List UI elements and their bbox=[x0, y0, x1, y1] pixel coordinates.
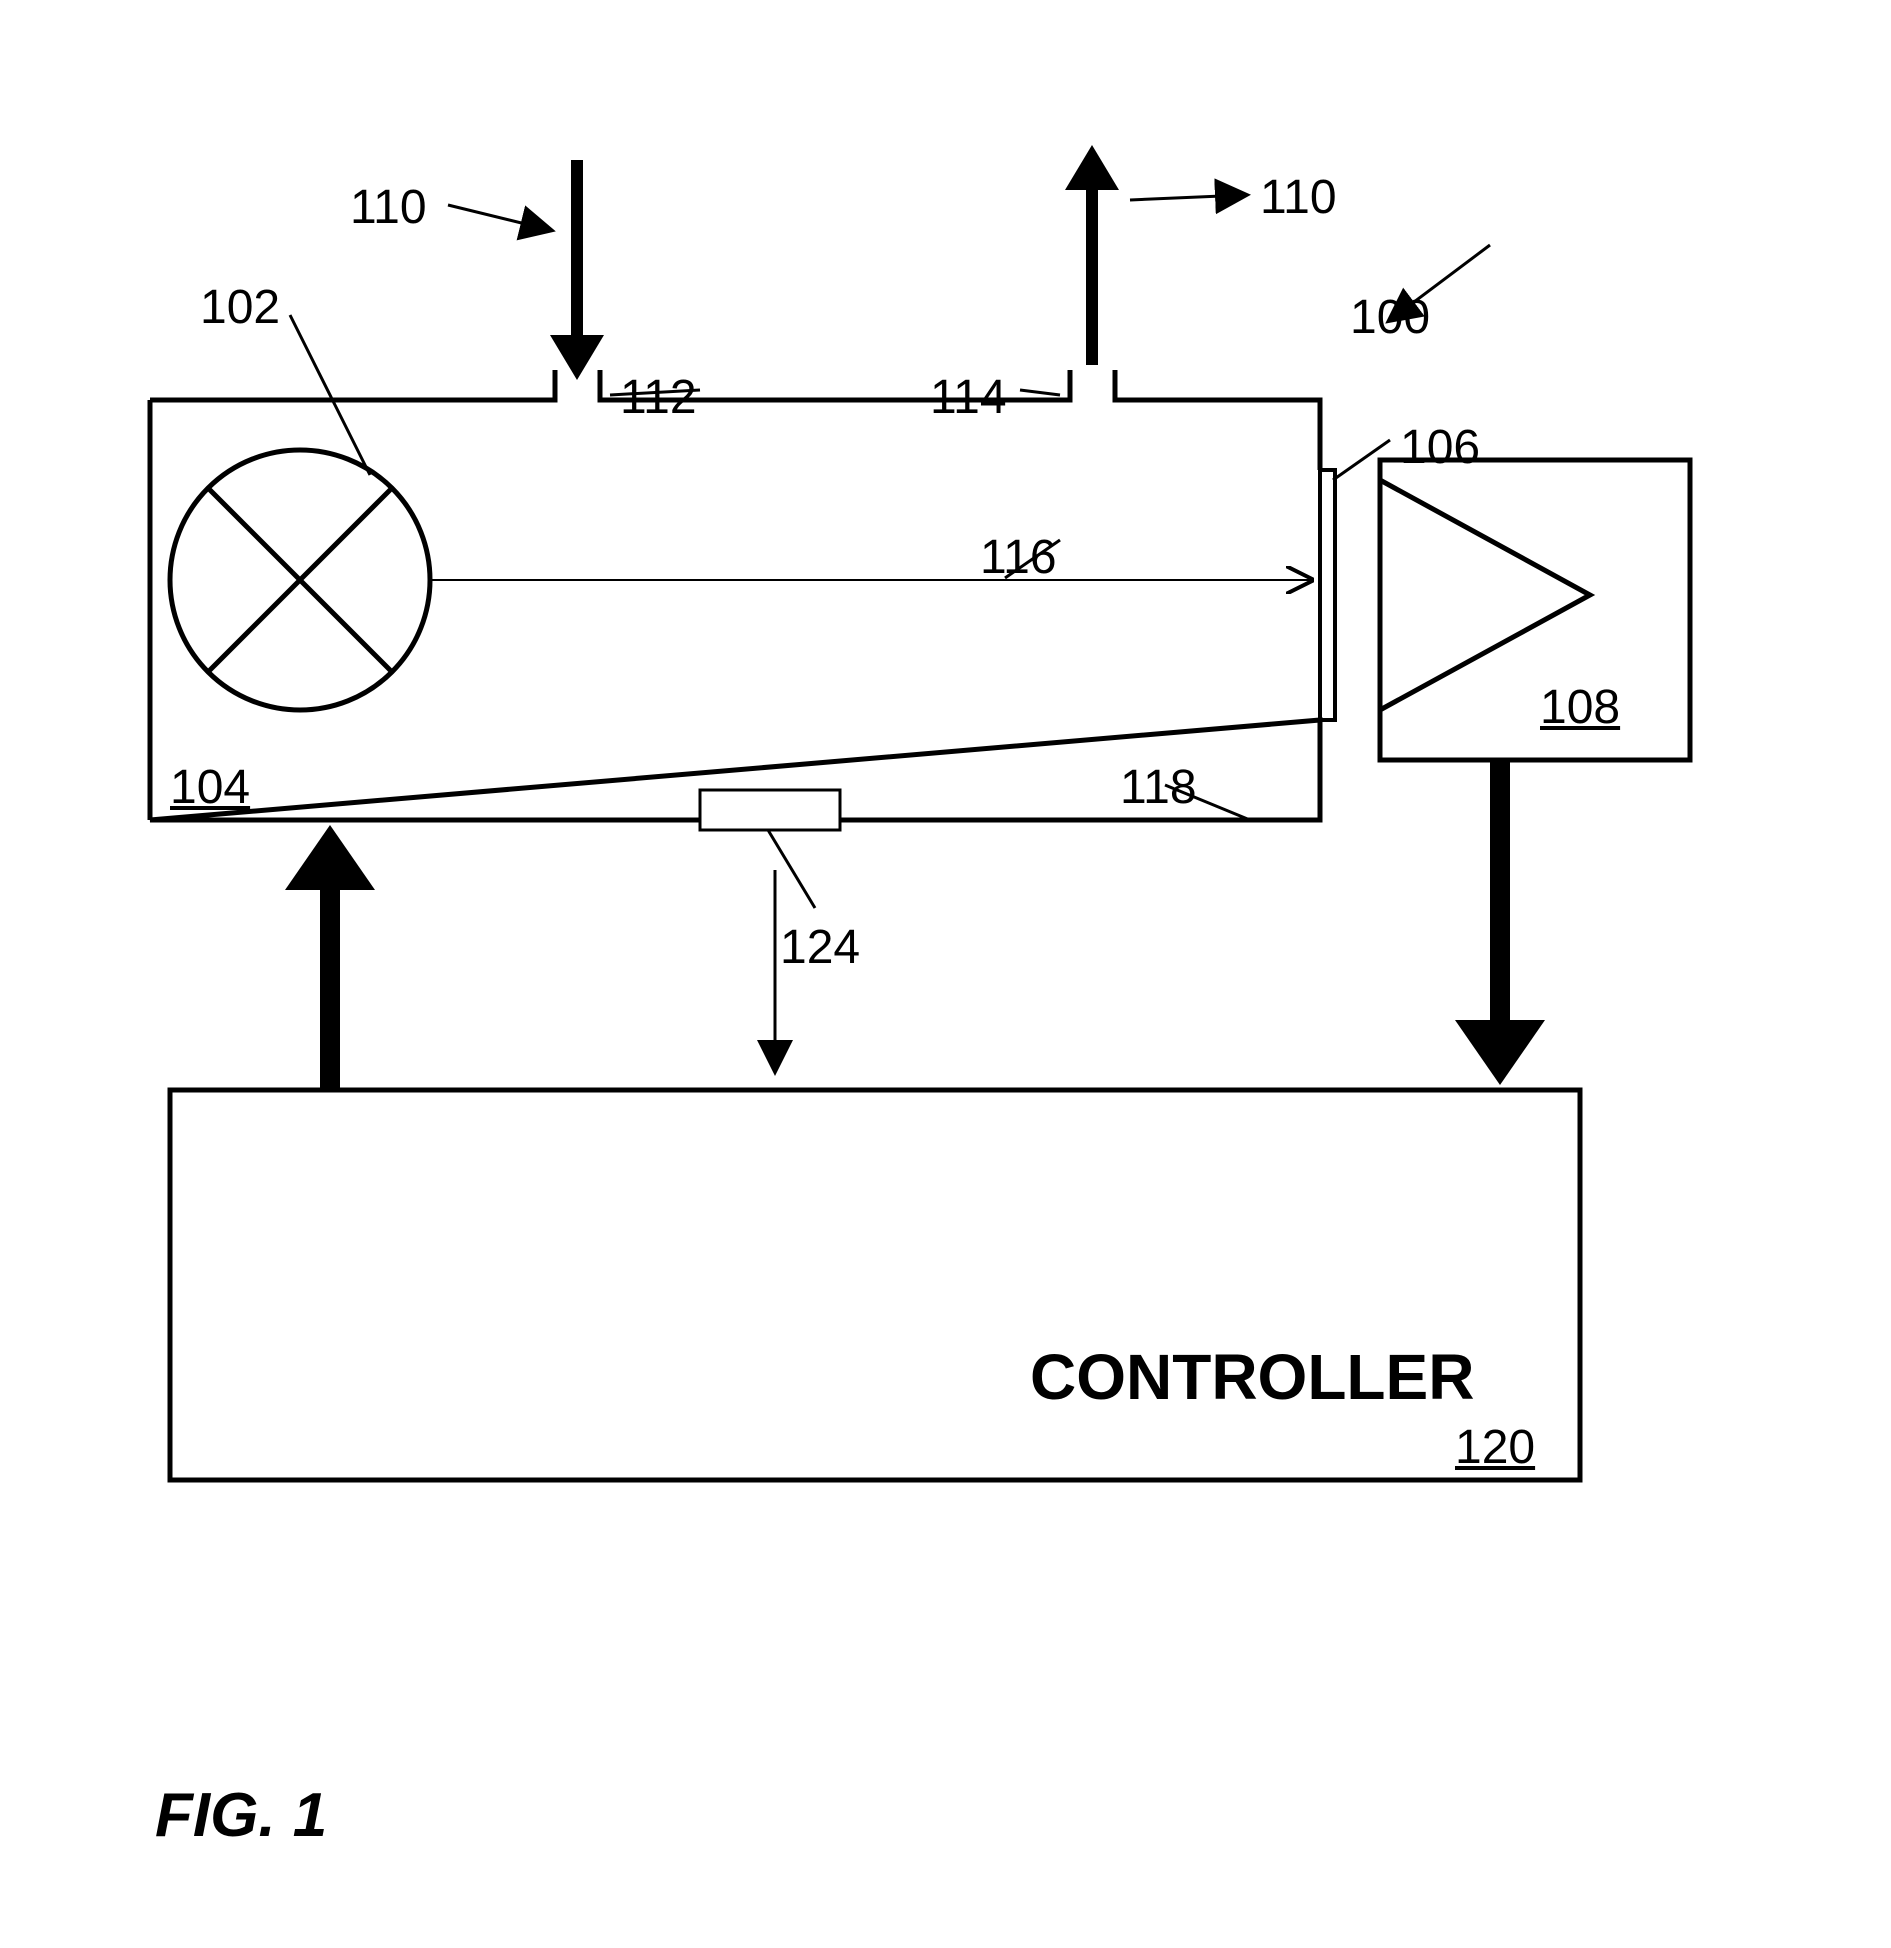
ref-100: 100 bbox=[1350, 290, 1430, 345]
ref-116: 116 bbox=[980, 530, 1057, 585]
ref-108: 108 bbox=[1540, 680, 1620, 735]
leader-110-left bbox=[448, 205, 550, 230]
ref-124: 124 bbox=[780, 920, 860, 975]
diagram-svg bbox=[0, 0, 1891, 1948]
leader-114 bbox=[1020, 390, 1060, 395]
ref-120: 120 bbox=[1455, 1420, 1535, 1475]
diagram-canvas: 110 110 102 100 112 114 106 116 108 104 … bbox=[0, 0, 1891, 1948]
ref-102: 102 bbox=[200, 280, 280, 335]
ref-114: 114 bbox=[930, 370, 1007, 425]
ref-110-right: 110 bbox=[1260, 170, 1337, 225]
ref-112: 112 bbox=[620, 370, 697, 425]
sensor-rect bbox=[700, 790, 840, 830]
chamber-outline bbox=[150, 370, 1320, 820]
controller-box bbox=[170, 1090, 1580, 1480]
ref-104: 104 bbox=[170, 760, 250, 815]
detector-triangle bbox=[1380, 480, 1590, 710]
figure-caption: FIG. 1 bbox=[155, 1780, 327, 1851]
leader-110-right bbox=[1130, 195, 1245, 200]
ref-106: 106 bbox=[1400, 420, 1480, 475]
ref-118: 118 bbox=[1120, 760, 1197, 815]
ref-110-left: 110 bbox=[350, 180, 427, 235]
window-rect bbox=[1320, 470, 1335, 720]
controller-label: CONTROLLER bbox=[1030, 1340, 1474, 1414]
